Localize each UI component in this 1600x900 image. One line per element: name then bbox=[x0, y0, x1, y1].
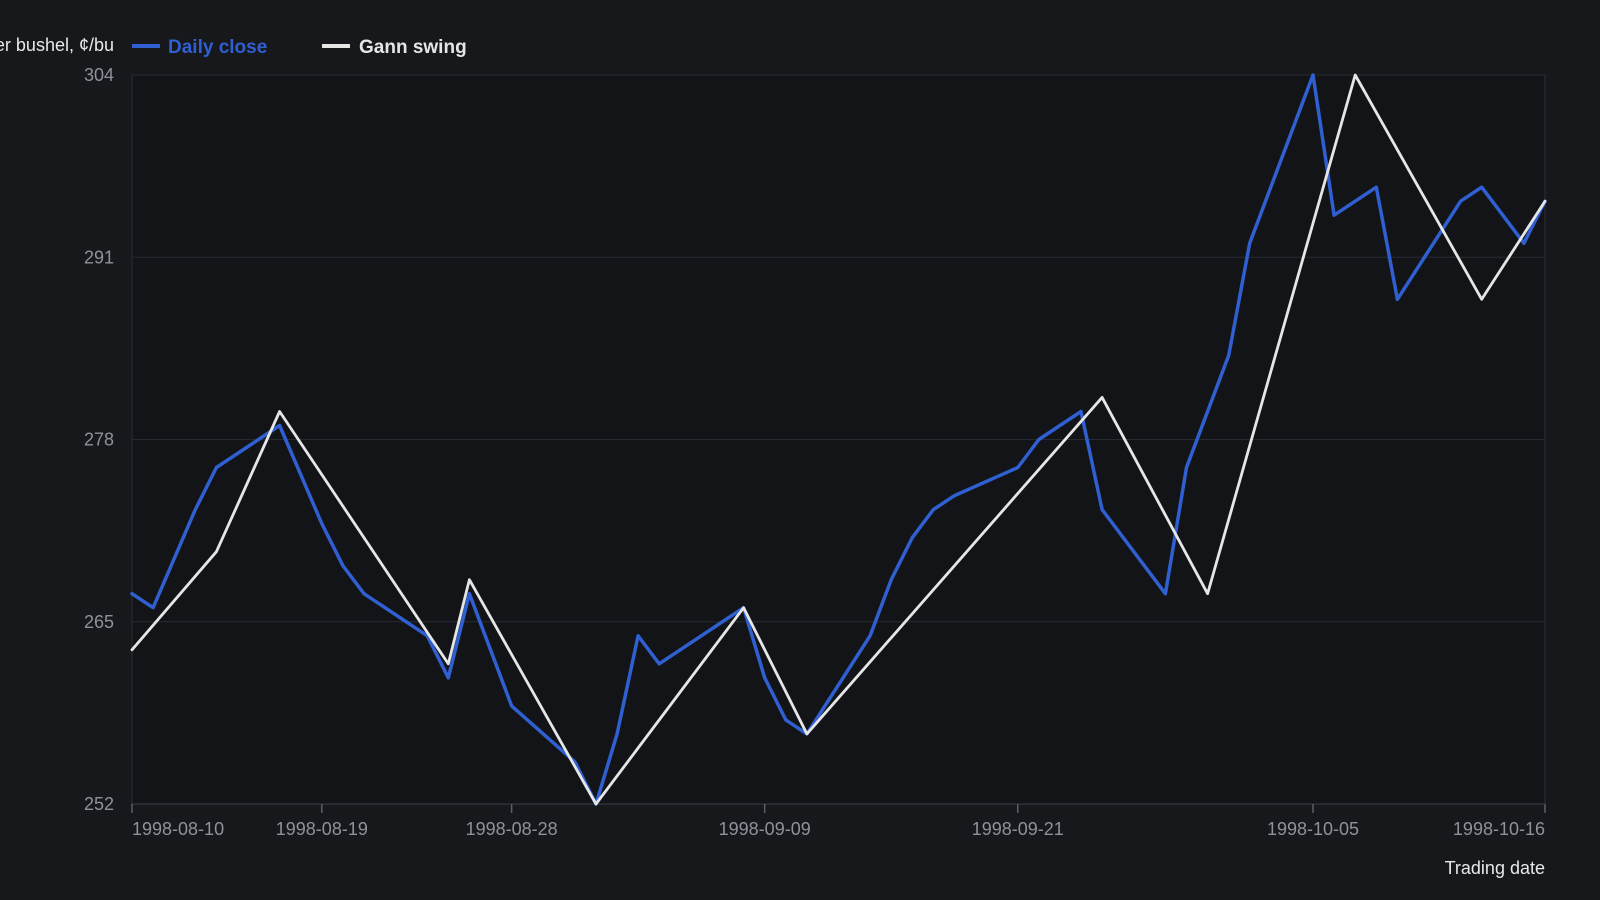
grid-lines bbox=[132, 74, 1545, 805]
x-axis-title: Trading date bbox=[1445, 858, 1545, 878]
x-axis: 1998-08-10 1998-08-19 1998-08-28 1998-09-09… bbox=[131, 803, 1546, 839]
y-axis-title: Price per bushel, ¢/bu bbox=[0, 35, 114, 55]
y-tick-label: 304 bbox=[84, 65, 114, 85]
legend-item-gann-swing[interactable]: Gann swing bbox=[322, 37, 467, 58]
x-tick-label: 1998-10-05 bbox=[1267, 819, 1359, 839]
legend-label-gann-swing: Gann swing bbox=[359, 37, 467, 58]
x-tick-label: 1998-09-21 bbox=[972, 819, 1064, 839]
series-line-daily-close bbox=[130, 73, 1547, 806]
y-axis: 252 265 278 291 304 bbox=[84, 65, 114, 814]
y-tick-label: 278 bbox=[84, 430, 114, 450]
y-tick-label: 291 bbox=[84, 247, 114, 267]
x-tick-label: 1998-09-09 bbox=[719, 819, 811, 839]
series-lines bbox=[130, 73, 1547, 806]
legend: Daily close Gann swing bbox=[132, 37, 467, 58]
x-tick-label: 1998-10-16 bbox=[1453, 819, 1545, 839]
x-tick-label: 1998-08-28 bbox=[466, 819, 558, 839]
x-tick-label: 1998-08-10 bbox=[132, 819, 224, 839]
series-line-gann-swing bbox=[130, 73, 1547, 806]
legend-label-daily-close: Daily close bbox=[168, 37, 267, 58]
legend-item-daily-close[interactable]: Daily close bbox=[132, 37, 267, 58]
y-tick-label: 265 bbox=[84, 612, 114, 632]
y-tick-label: 252 bbox=[84, 794, 114, 814]
x-tick-label: 1998-08-19 bbox=[276, 819, 368, 839]
